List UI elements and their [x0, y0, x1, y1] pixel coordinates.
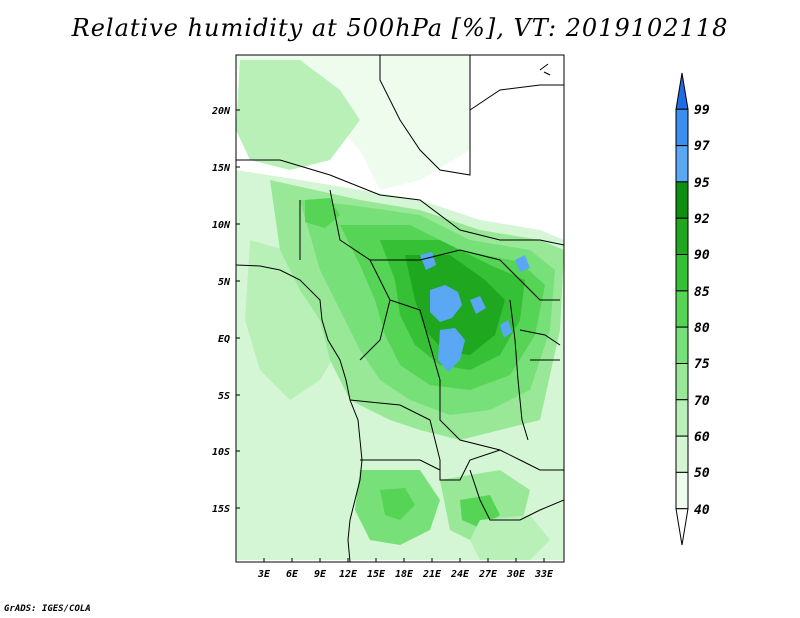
colorbar-label: 85 [694, 285, 710, 300]
lat-axis-labels: 20N 15N 10N 5N EQ 5S 10S 15S [211, 106, 231, 515]
lon-label: 15E [367, 569, 386, 580]
colorbar-segment [675, 362, 689, 401]
colorbar-label: 95 [694, 176, 710, 191]
lon-axis-labels: 3E 6E 9E 12E 15E 18E 21E 24E 27E 30E 33E [257, 569, 554, 580]
colorbar-segment [675, 326, 689, 364]
lon-label: 12E [339, 569, 358, 580]
lon-tick-marks [263, 558, 545, 562]
lon-label: 3E [257, 569, 271, 580]
credit-text: GrADS: IGES/COLA [4, 604, 91, 614]
lat-label: 10N [212, 220, 231, 231]
colorbar-segment [675, 435, 689, 473]
colorbar-segment [675, 399, 689, 437]
colorbar-segment [675, 254, 689, 292]
colorbar-segment [675, 217, 689, 256]
lon-label: 24E [450, 569, 470, 580]
colorbar-label: 97 [694, 139, 710, 154]
colorbar-label: 75 [694, 357, 710, 372]
lat-tick-marks [236, 109, 240, 509]
humidity-field [236, 55, 564, 562]
colorbar-label: 50 [694, 466, 710, 481]
lat-label: 15N [212, 163, 231, 174]
chart-title: Relative humidity at 500hPa [%], VT: 201… [71, 14, 729, 42]
colorbar-segment [675, 108, 689, 147]
colorbar-label: 90 [694, 248, 710, 263]
colorbar-segment [675, 181, 689, 219]
colorbar-label: 80 [694, 321, 710, 336]
colorbar-label: 40 [694, 503, 710, 518]
colorbar-segment [675, 508, 689, 546]
colorbar [675, 72, 689, 546]
colorbar-label: 99 [694, 103, 710, 118]
lat-label: 15S [212, 504, 230, 515]
colorbar-label: 92 [694, 212, 710, 227]
lat-label: 5S [218, 391, 230, 402]
colorbar-segment [675, 290, 689, 328]
country-borders [236, 55, 564, 562]
lon-label: 33E [534, 569, 554, 580]
lat-label: 10S [212, 447, 230, 458]
colorbar-segment [675, 145, 689, 183]
colorbar-labels: 99 97 95 92 90 85 80 75 70 60 50 40 [694, 103, 710, 518]
map-frame [235, 54, 565, 563]
lon-label: 27E [478, 569, 498, 580]
lon-label: 9E [314, 569, 327, 580]
colorbar-label: 60 [694, 430, 710, 445]
lon-label: 6E [286, 569, 299, 580]
lat-label: 20N [211, 106, 231, 117]
colorbar-label: 70 [694, 394, 710, 409]
colorbar-segment [675, 471, 689, 510]
lon-label: 21E [422, 569, 442, 580]
lon-label: 18E [395, 569, 414, 580]
lon-label: 30E [506, 569, 526, 580]
lat-label: 5N [218, 277, 231, 288]
lat-label: EQ [218, 334, 230, 345]
colorbar-segment [675, 72, 689, 110]
